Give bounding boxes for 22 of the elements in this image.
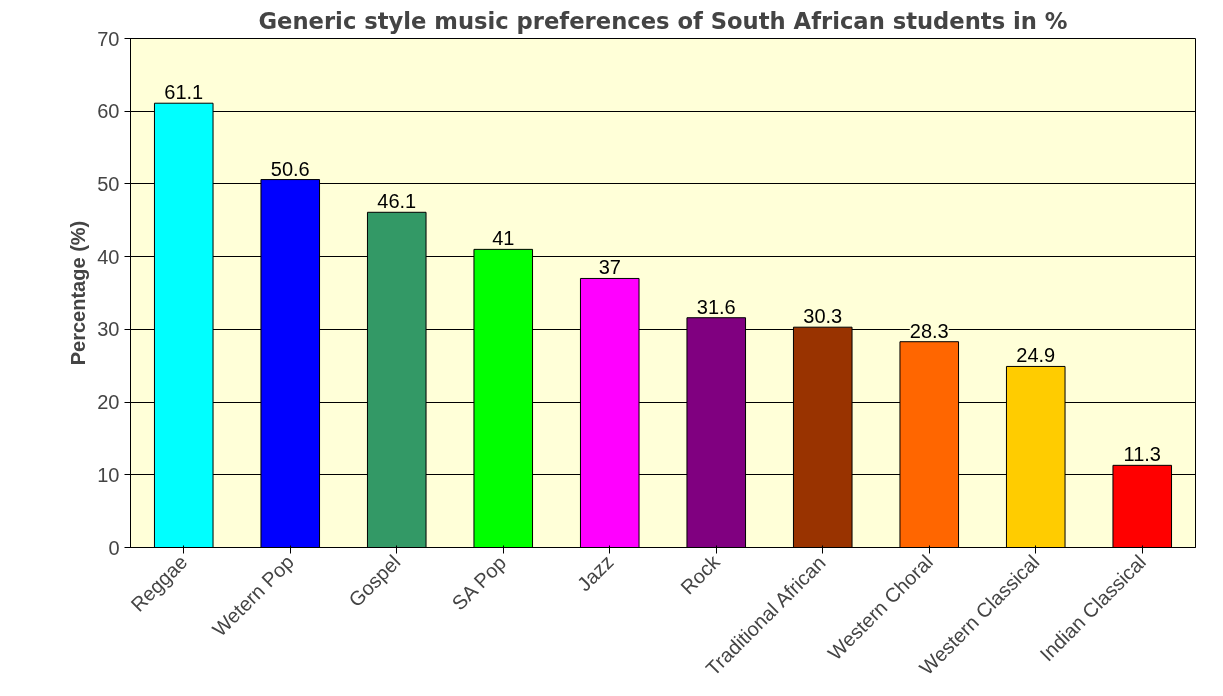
- data-label: 24.9: [1016, 344, 1056, 367]
- data-label: 31.6: [696, 295, 736, 318]
- y-axis-title: Percentage (%): [67, 220, 90, 366]
- y-tick-label: 30: [97, 318, 120, 341]
- data-label: 11.3: [1123, 443, 1161, 466]
- data-label: 37: [598, 256, 621, 279]
- data-label: 30.3: [803, 305, 843, 328]
- data-label: 46.1: [377, 190, 417, 213]
- y-tick-label: 60: [97, 100, 120, 123]
- data-label: 61.1: [164, 81, 204, 104]
- x-tick-label: SA Pop: [447, 551, 511, 615]
- y-tick-label: 10: [97, 463, 120, 486]
- y-tick-label: 50: [97, 172, 120, 195]
- y-tick-label: 70: [97, 27, 120, 50]
- data-label: 41: [492, 227, 515, 250]
- data-label: 50.6: [270, 157, 310, 180]
- y-tick-label: 20: [97, 391, 120, 414]
- y-tick-label: 40: [97, 245, 120, 268]
- data-label: 28.3: [909, 319, 949, 342]
- chart-title: Generic style music preferences of South African students in %: [258, 7, 1068, 34]
- x-tick-label: Jazz: [572, 550, 618, 596]
- y-tick-label: 0: [108, 536, 120, 559]
